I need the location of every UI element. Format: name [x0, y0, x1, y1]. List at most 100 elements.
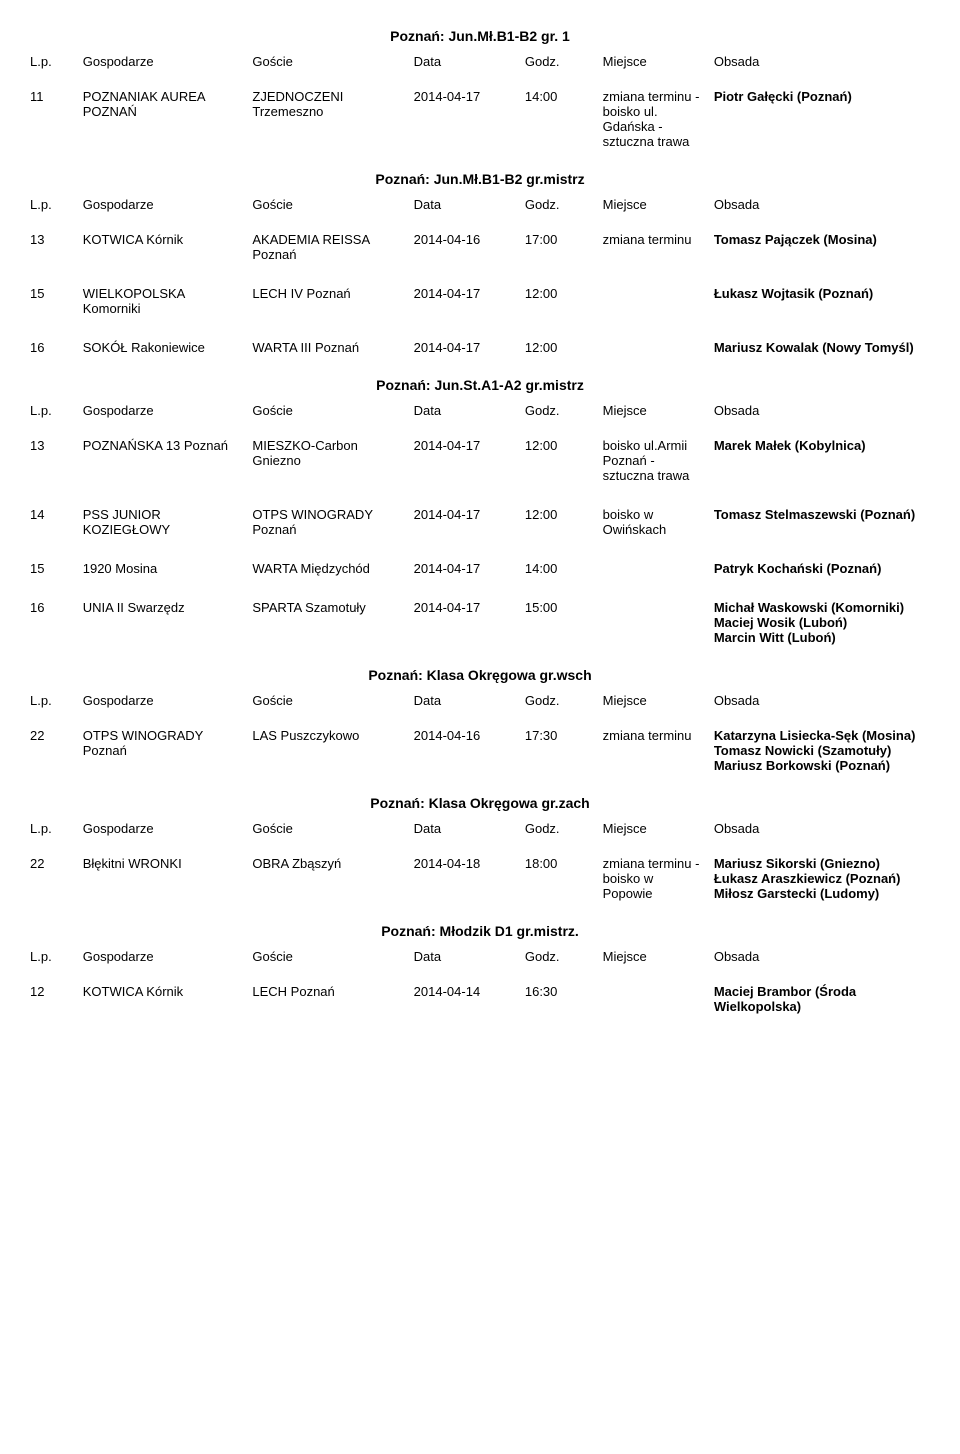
cell-obs: Tomasz Pajączek (Mosina)	[708, 222, 936, 276]
schedule-table: L.p.GospodarzeGościeDataGodz.MiejsceObsa…	[24, 945, 936, 1028]
cell-guests: LECH Poznań	[246, 974, 407, 1028]
cell-time: 12:00	[519, 497, 597, 551]
section-title: Poznań: Jun.Mł.B1-B2 gr.mistrz	[24, 171, 936, 187]
header-place: Miejsce	[597, 50, 708, 79]
table-row: 16SOKÓŁ RakoniewiceWARTA III Poznań2014-…	[24, 330, 936, 369]
schedule-table: L.p.GospodarzeGościeDataGodz.MiejsceObsa…	[24, 193, 936, 369]
cell-place: zmiana terminu	[597, 718, 708, 787]
header-time: Godz.	[519, 399, 597, 428]
table-row: 15WIELKOPOLSKA KomornikiLECH IV Poznań20…	[24, 276, 936, 330]
cell-lp: 16	[24, 330, 77, 369]
header-time: Godz.	[519, 193, 597, 222]
header-obs: Obsada	[708, 689, 936, 718]
cell-time: 17:00	[519, 222, 597, 276]
cell-guests: WARTA III Poznań	[246, 330, 407, 369]
header-obs: Obsada	[708, 399, 936, 428]
cell-hosts: POZNANIAK AUREA POZNAŃ	[77, 79, 247, 163]
table-row: 22OTPS WINOGRADY PoznańLAS Puszczykowo20…	[24, 718, 936, 787]
header-obs: Obsada	[708, 817, 936, 846]
cell-lp: 14	[24, 497, 77, 551]
header-lp: L.p.	[24, 689, 77, 718]
cell-lp: 15	[24, 276, 77, 330]
cell-place	[597, 276, 708, 330]
header-hosts: Gospodarze	[77, 689, 247, 718]
cell-obs: Maciej Brambor (Środa Wielkopolska)	[708, 974, 936, 1028]
cell-obs: Marek Małek (Kobylnica)	[708, 428, 936, 497]
header-place: Miejsce	[597, 399, 708, 428]
header-date: Data	[408, 817, 519, 846]
cell-hosts: OTPS WINOGRADY Poznań	[77, 718, 247, 787]
section-title: Poznań: Klasa Okręgowa gr.wsch	[24, 667, 936, 683]
cell-place: boisko w Owińskach	[597, 497, 708, 551]
cell-guests: LAS Puszczykowo	[246, 718, 407, 787]
table-row: 13POZNAŃSKA 13 PoznańMIESZKO-Carbon Gnie…	[24, 428, 936, 497]
header-date: Data	[408, 50, 519, 79]
cell-guests: SPARTA Szamotuły	[246, 590, 407, 659]
cell-lp: 15	[24, 551, 77, 590]
cell-guests: WARTA Międzychód	[246, 551, 407, 590]
cell-hosts: WIELKOPOLSKA Komorniki	[77, 276, 247, 330]
header-hosts: Gospodarze	[77, 945, 247, 974]
cell-lp: 12	[24, 974, 77, 1028]
cell-hosts: Błękitni WRONKI	[77, 846, 247, 915]
cell-date: 2014-04-17	[408, 551, 519, 590]
cell-date: 2014-04-16	[408, 718, 519, 787]
header-place: Miejsce	[597, 193, 708, 222]
cell-place: zmiana terminu - boisko w Popowie	[597, 846, 708, 915]
header-date: Data	[408, 193, 519, 222]
cell-time: 14:00	[519, 79, 597, 163]
table-row: 11POZNANIAK AUREA POZNAŃZJEDNOCZENI Trze…	[24, 79, 936, 163]
cell-guests: OBRA Zbąszyń	[246, 846, 407, 915]
cell-time: 12:00	[519, 428, 597, 497]
cell-hosts: UNIA II Swarzędz	[77, 590, 247, 659]
cell-obs: Tomasz Stelmaszewski (Poznań)	[708, 497, 936, 551]
cell-obs: Mariusz Kowalak (Nowy Tomyśl)	[708, 330, 936, 369]
header-guests: Goście	[246, 193, 407, 222]
schedule-table: L.p.GospodarzeGościeDataGodz.MiejsceObsa…	[24, 817, 936, 915]
table-row: 22Błękitni WRONKIOBRA Zbąszyń2014-04-181…	[24, 846, 936, 915]
cell-lp: 22	[24, 846, 77, 915]
cell-guests: LECH IV Poznań	[246, 276, 407, 330]
cell-lp: 11	[24, 79, 77, 163]
header-obs: Obsada	[708, 50, 936, 79]
cell-guests: ZJEDNOCZENI Trzemeszno	[246, 79, 407, 163]
cell-place: zmiana terminu - boisko ul. Gdańska - sz…	[597, 79, 708, 163]
header-hosts: Gospodarze	[77, 193, 247, 222]
cell-lp: 22	[24, 718, 77, 787]
cell-hosts: PSS JUNIOR KOZIEGŁOWY	[77, 497, 247, 551]
header-time: Godz.	[519, 689, 597, 718]
cell-date: 2014-04-18	[408, 846, 519, 915]
schedule-table: L.p.GospodarzeGościeDataGodz.MiejsceObsa…	[24, 689, 936, 787]
header-guests: Goście	[246, 50, 407, 79]
header-date: Data	[408, 689, 519, 718]
section-title: Poznań: Jun.St.A1-A2 gr.mistrz	[24, 377, 936, 393]
cell-obs: Łukasz Wojtasik (Poznań)	[708, 276, 936, 330]
cell-place	[597, 330, 708, 369]
header-obs: Obsada	[708, 945, 936, 974]
cell-obs: Katarzyna Lisiecka-Sęk (Mosina)Tomasz No…	[708, 718, 936, 787]
header-guests: Goście	[246, 399, 407, 428]
cell-time: 17:30	[519, 718, 597, 787]
table-row: 16UNIA II SwarzędzSPARTA Szamotuły2014-0…	[24, 590, 936, 659]
cell-guests: OTPS WINOGRADY Poznań	[246, 497, 407, 551]
cell-date: 2014-04-17	[408, 79, 519, 163]
header-hosts: Gospodarze	[77, 50, 247, 79]
cell-obs: Piotr Gałęcki (Poznań)	[708, 79, 936, 163]
cell-time: 15:00	[519, 590, 597, 659]
header-lp: L.p.	[24, 50, 77, 79]
header-date: Data	[408, 399, 519, 428]
section-title: Poznań: Klasa Okręgowa gr.zach	[24, 795, 936, 811]
cell-place	[597, 551, 708, 590]
cell-time: 18:00	[519, 846, 597, 915]
cell-date: 2014-04-17	[408, 497, 519, 551]
table-row: 12KOTWICA KórnikLECH Poznań2014-04-1416:…	[24, 974, 936, 1028]
cell-date: 2014-04-17	[408, 590, 519, 659]
cell-hosts: KOTWICA Kórnik	[77, 222, 247, 276]
cell-time: 14:00	[519, 551, 597, 590]
header-place: Miejsce	[597, 689, 708, 718]
schedule-table: L.p.GospodarzeGościeDataGodz.MiejsceObsa…	[24, 50, 936, 163]
header-obs: Obsada	[708, 193, 936, 222]
cell-guests: AKADEMIA REISSA Poznań	[246, 222, 407, 276]
cell-lp: 13	[24, 222, 77, 276]
header-guests: Goście	[246, 817, 407, 846]
